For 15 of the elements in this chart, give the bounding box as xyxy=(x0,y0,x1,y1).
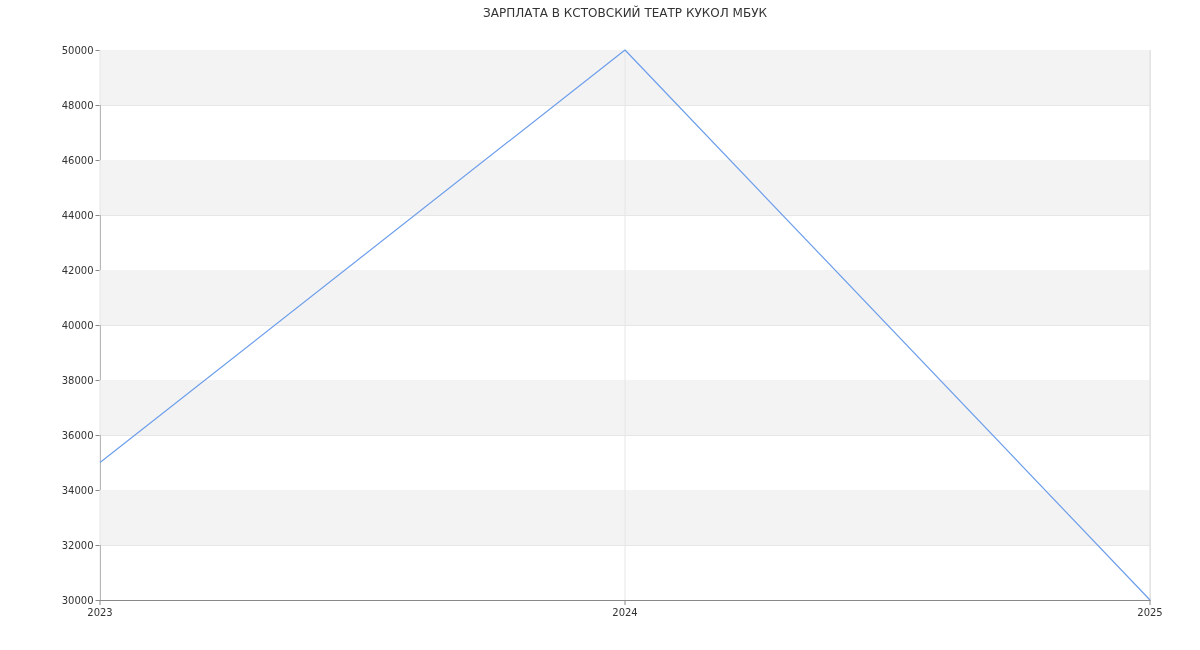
y-tick-label: 40000 xyxy=(61,319,94,331)
y-tick-label: 42000 xyxy=(61,264,94,276)
x-tick-label: 2023 xyxy=(87,607,113,618)
y-tick-label: 48000 xyxy=(61,99,94,111)
y-tick-label: 34000 xyxy=(61,484,94,496)
y-tick-label: 50000 xyxy=(61,44,94,56)
y-tick-label: 38000 xyxy=(61,374,94,386)
y-tick-label: 30000 xyxy=(61,594,94,606)
y-tick-label: 36000 xyxy=(61,429,94,441)
chart-title: ЗАРПЛАТА В КСТОВСКИЙ ТЕАТР КУКОЛ МБУК xyxy=(483,5,768,20)
y-tick-label: 44000 xyxy=(61,209,94,221)
x-tick-label: 2025 xyxy=(1137,607,1163,618)
y-tick-label: 46000 xyxy=(61,154,94,166)
x-tick-label: 2024 xyxy=(612,607,638,618)
y-tick-label: 32000 xyxy=(61,539,94,551)
